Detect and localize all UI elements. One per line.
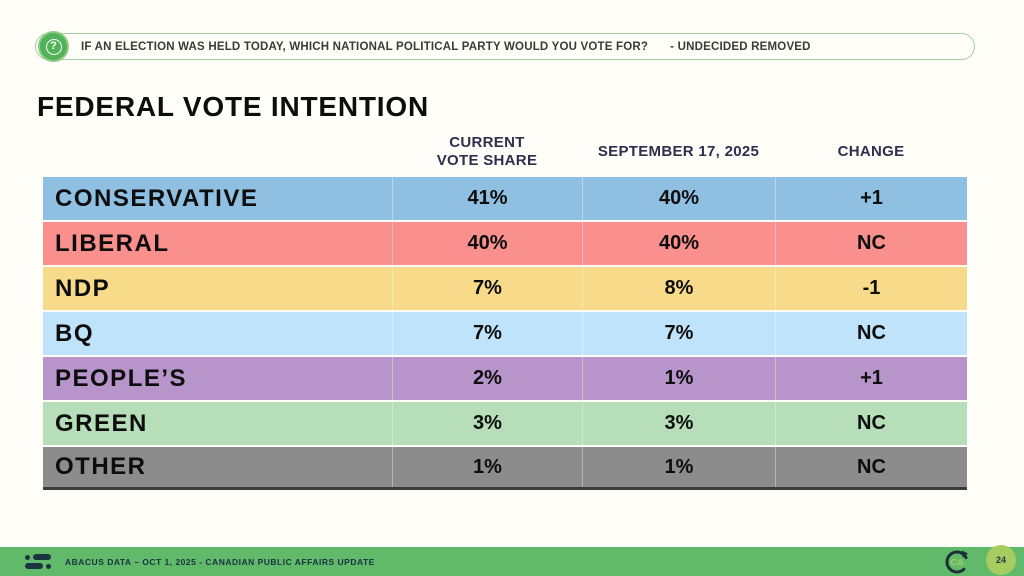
svg-text:CA: CA xyxy=(951,558,964,568)
column-header-change: CHANGE xyxy=(837,142,905,160)
change-value: +1 xyxy=(775,177,967,220)
previous-vote-share: 3% xyxy=(582,402,775,445)
table-row-green: GREEN 3% 3% NC xyxy=(43,400,967,445)
question-banner: ? IF AN ELECTION WAS HELD TODAY, WHICH N… xyxy=(35,31,975,62)
ca-circular-arrow-icon: CA xyxy=(945,550,969,574)
vote-intention-table: CURRENT VOTE SHARE SEPTEMBER 17, 2025 CH… xyxy=(43,128,967,490)
question-mark-icon: ? xyxy=(38,31,69,62)
previous-vote-share: 40% xyxy=(582,222,775,265)
party-name: GREEN xyxy=(55,409,148,437)
change-value: +1 xyxy=(775,357,967,400)
table-header-row: CURRENT VOTE SHARE SEPTEMBER 17, 2025 CH… xyxy=(43,128,967,175)
page-number-badge: 24 xyxy=(986,545,1016,575)
footer-source-text: ABACUS DATA – OCT 1, 2025 - CANADIAN PUB… xyxy=(65,556,375,567)
previous-vote-share: 7% xyxy=(582,312,775,355)
change-value: NC xyxy=(775,222,967,265)
change-value: NC xyxy=(775,402,967,445)
previous-vote-share: 8% xyxy=(582,267,775,310)
current-vote-share: 1% xyxy=(392,447,582,487)
previous-vote-share: 1% xyxy=(582,447,775,487)
party-name: PEOPLE’S xyxy=(55,364,188,392)
change-value: NC xyxy=(775,447,967,487)
footer-bar: ABACUS DATA – OCT 1, 2025 - CANADIAN PUB… xyxy=(0,547,1024,576)
column-header-september-17-2025: SEPTEMBER 17, 2025 xyxy=(597,142,760,160)
abacus-data-logo-icon xyxy=(25,554,51,569)
table-row-conservative: CONSERVATIVE 41% 40% +1 xyxy=(43,175,967,220)
current-vote-share: 7% xyxy=(392,267,582,310)
undecided-removed-note: - UNDECIDED REMOVED xyxy=(670,40,811,53)
change-value: -1 xyxy=(775,267,967,310)
party-name: OTHER xyxy=(55,453,147,480)
current-vote-share: 2% xyxy=(392,357,582,400)
previous-vote-share: 1% xyxy=(582,357,775,400)
party-name: LIBERAL xyxy=(55,229,170,257)
question-mark-glyph: ? xyxy=(45,38,62,55)
table-row-ndp: NDP 7% 8% -1 xyxy=(43,265,967,310)
table-row-other: OTHER 1% 1% NC xyxy=(43,445,967,490)
party-name: BQ xyxy=(55,319,94,347)
current-vote-share: 7% xyxy=(392,312,582,355)
page-title: FEDERAL VOTE INTENTION xyxy=(37,91,429,122)
party-name: CONSERVATIVE xyxy=(55,184,259,212)
change-value: NC xyxy=(775,312,967,355)
table-row-liberal: LIBERAL 40% 40% NC xyxy=(43,220,967,265)
current-vote-share: 40% xyxy=(392,222,582,265)
current-vote-share: 3% xyxy=(392,402,582,445)
current-vote-share: 41% xyxy=(392,177,582,220)
column-header-current-vote-share: CURRENT VOTE SHARE xyxy=(436,133,538,169)
question-text: IF AN ELECTION WAS HELD TODAY, WHICH NAT… xyxy=(81,40,649,53)
previous-vote-share: 40% xyxy=(582,177,775,220)
party-name: NDP xyxy=(55,274,111,302)
table-row-bq: BQ 7% 7% NC xyxy=(43,310,967,355)
table-row-peoples: PEOPLE’S 2% 1% +1 xyxy=(43,355,967,400)
